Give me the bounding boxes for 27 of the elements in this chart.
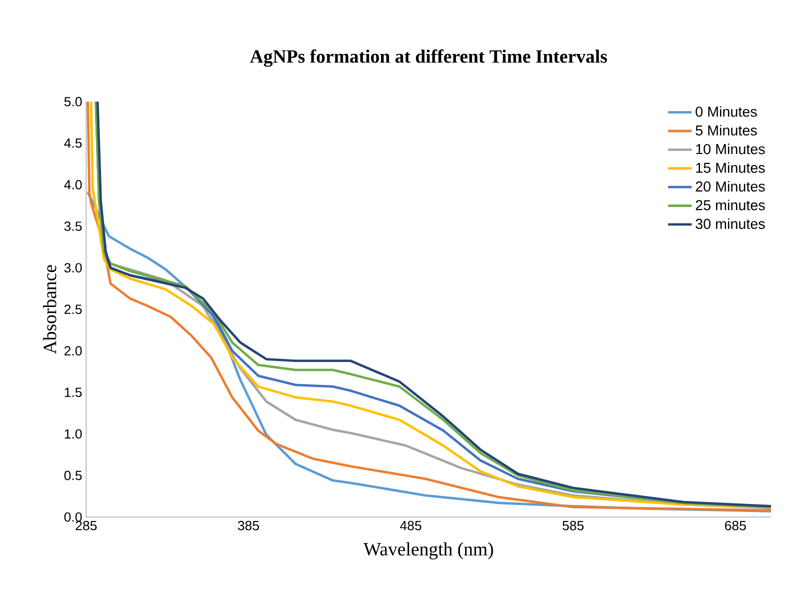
- legend-label: 10 Minutes: [696, 144, 765, 154]
- y-tick-label: 0.5: [64, 470, 82, 480]
- legend-label: 20 Minutes: [696, 181, 765, 192]
- line-series: [86, 190, 772, 512]
- y-axis-title: Absorbance: [43, 265, 56, 354]
- y-tick-label: 1.0: [64, 429, 82, 439]
- x-axis-title: Wavelength (nm): [363, 542, 494, 560]
- x-tick-label: 685: [725, 520, 746, 530]
- y-tick-label: 4.5: [64, 138, 82, 148]
- x-tick-label: 585: [562, 520, 584, 530]
- y-tick-label: 1.5: [64, 388, 82, 398]
- y-tick-label: 4.0: [64, 180, 82, 190]
- chart-title: AgNPs formation at different Time Intervals: [250, 49, 607, 67]
- y-tick-label: 3.0: [64, 263, 82, 272]
- y-tick-label: 2.0: [64, 346, 82, 356]
- legend-label: 15 Minutes: [696, 162, 765, 173]
- x-tick-label: 485: [400, 520, 422, 530]
- x-tick-label: 385: [238, 520, 259, 530]
- x-tick-label: 285: [76, 520, 97, 530]
- legend-label: 25 minutes: [696, 200, 765, 210]
- y-tick-label: 5.0: [64, 96, 82, 106]
- legend-label: 5 Minutes: [696, 124, 757, 136]
- y-tick-label: 0.0: [64, 512, 82, 522]
- legend-label: 30 minutes: [696, 218, 765, 229]
- legend-label: 0 Minutes: [696, 106, 757, 117]
- y-tick-label: 3.5: [64, 222, 82, 231]
- y-tick-label: 2.5: [64, 304, 82, 314]
